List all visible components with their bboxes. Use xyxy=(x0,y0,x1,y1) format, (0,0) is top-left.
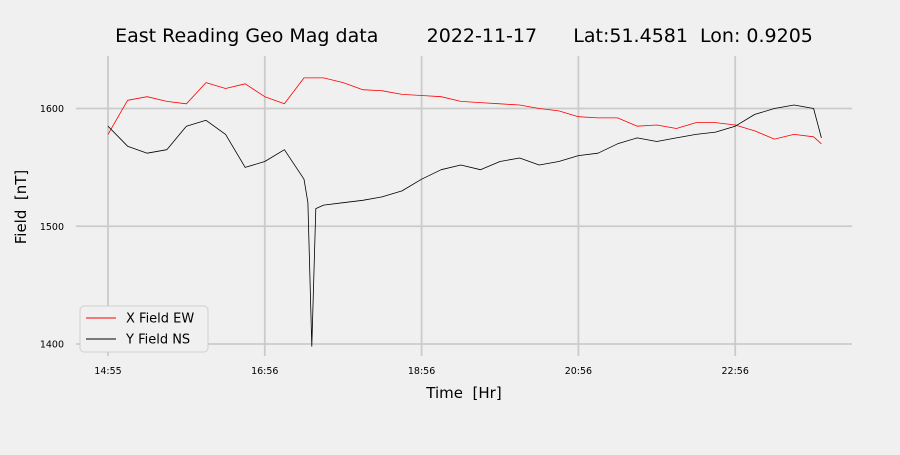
legend: X Field EW Y Field NS xyxy=(79,305,209,353)
chart-title: East Reading Geo Mag data 2022-11-17 Lat… xyxy=(115,25,813,47)
x-tick-label: 16:56 xyxy=(251,366,278,377)
series-lines xyxy=(107,77,822,347)
x-axis-label: Time [Hr] xyxy=(425,384,501,402)
legend-box xyxy=(79,305,209,353)
series-line-0 xyxy=(107,77,822,145)
y-tick-label: 1600 xyxy=(40,104,64,115)
tick-labels: 14:55 16:56 18:56 20:56 22:56 1400 1500 1600 xyxy=(40,104,749,377)
series-line-1 xyxy=(107,104,822,347)
legend-label-1: Y Field NS xyxy=(125,333,190,348)
x-tick-label: 22:56 xyxy=(722,366,749,377)
legend-label-0: X Field EW xyxy=(126,312,194,327)
x-tick-label: 20:56 xyxy=(565,366,592,377)
y-tick-label: 1500 xyxy=(40,222,64,233)
x-tick-label: 18:56 xyxy=(408,366,435,377)
y-tick-label: 1400 xyxy=(40,340,64,351)
y-axis-label: Field [nT] xyxy=(12,170,30,245)
x-tick-label: 14:55 xyxy=(94,366,121,377)
